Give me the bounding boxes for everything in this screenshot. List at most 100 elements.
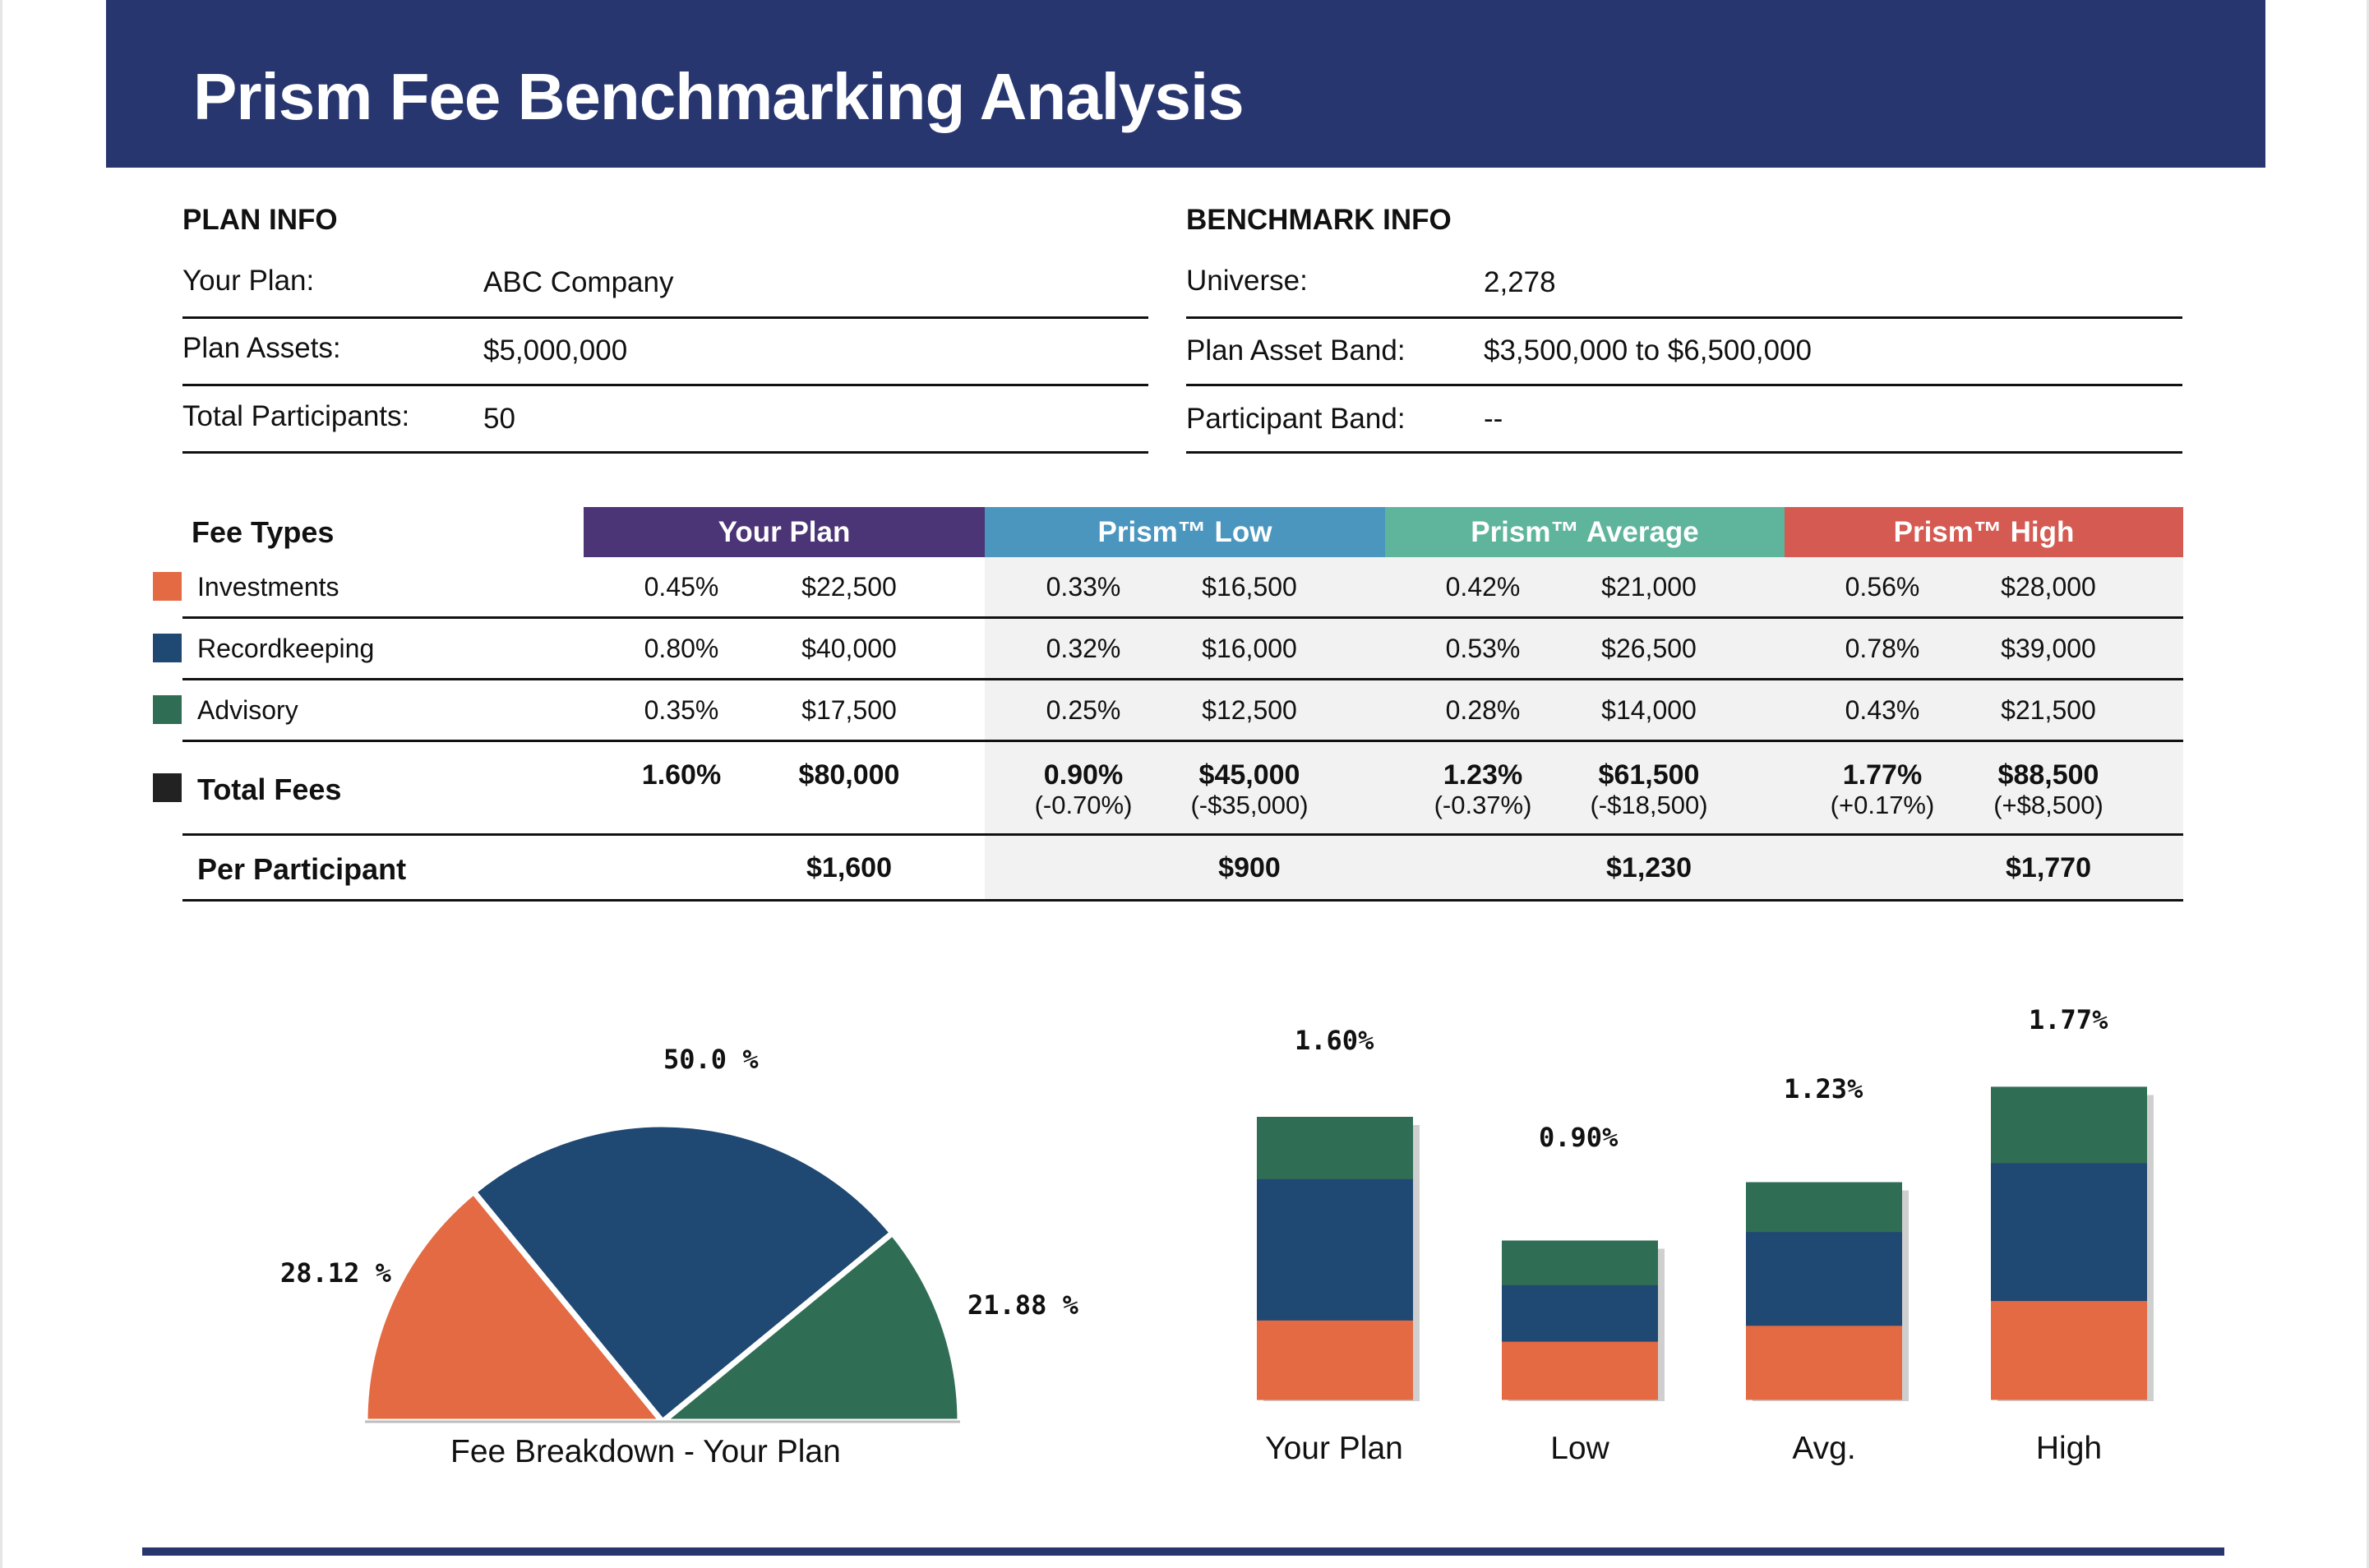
plan-name-label: Your Plan: — [182, 265, 315, 297]
total-high-amt: $88,500 — [1997, 759, 2099, 791]
table-row-divider — [182, 616, 2183, 619]
participant-band-value: -- — [1484, 403, 1503, 435]
pie-slice-recordkeeping — [470, 1121, 896, 1425]
table-row-divider — [182, 833, 2183, 836]
pie-chart-caption: Fee Breakdown - Your Plan — [450, 1434, 841, 1469]
total-high-amt-diff: (+$8,500) — [1993, 791, 2103, 819]
page-edge-right — [2367, 0, 2369, 1568]
investments-your-plan-amt: $22,500 — [801, 572, 897, 602]
bar-low-recordkeeping — [1502, 1284, 1658, 1342]
total-your-plan-amt: $80,000 — [798, 759, 900, 791]
investments-low-amt: $16,500 — [1202, 572, 1297, 602]
plan-info-divider — [182, 451, 1148, 454]
recordkeeping-high-pct: 0.78% — [1845, 634, 1920, 663]
column-header-your-plan: Your Plan — [584, 507, 985, 557]
plan-assets-value: $5,000,000 — [483, 334, 628, 367]
plan-assets-label: Plan Assets: — [182, 332, 341, 364]
recordkeeping-low-pct: 0.32% — [1046, 634, 1121, 663]
bar-high-investments — [1991, 1300, 2147, 1400]
advisory-low-amt: $12,500 — [1202, 695, 1297, 725]
participant-band-label: Participant Band: — [1186, 403, 1406, 435]
bar-category-high: High — [2035, 1431, 2103, 1466]
recordkeeping-your-plan-amt: $40,000 — [801, 634, 897, 663]
recordkeeping-low-amt: $16,000 — [1202, 634, 1297, 663]
recordkeeping-swatch — [153, 634, 182, 662]
bar-total-label-high: 1.77% — [2029, 1004, 2108, 1035]
bar-your-plan-investments — [1257, 1320, 1413, 1400]
bar-low-investments — [1502, 1341, 1658, 1400]
bar-avg-investments — [1746, 1325, 1902, 1400]
plan-info-divider — [182, 316, 1148, 319]
pie-slice-advisory — [659, 1229, 963, 1425]
participants-value: 50 — [483, 403, 515, 435]
fee-types-heading: Fee Types — [192, 515, 335, 549]
investments-avg-pct: 0.42% — [1445, 572, 1521, 602]
investments-low-pct: 0.33% — [1046, 572, 1121, 602]
footer-rule — [142, 1547, 2224, 1556]
benchmark-columns-shading — [985, 557, 2183, 901]
advisory-high-amt: $21,500 — [2001, 695, 2096, 725]
universe-label: Universe: — [1186, 265, 1308, 297]
column-header-prism-average: Prism™ Average — [1385, 507, 1785, 557]
pie-label-investments: 28.12 % — [280, 1257, 391, 1289]
advisory-high-pct: 0.43% — [1845, 695, 1920, 725]
total-your-plan-pct: 1.60% — [641, 759, 722, 791]
total-fees-swatch — [153, 773, 182, 802]
pie-label-advisory: 21.88 % — [967, 1289, 1078, 1321]
bar-high-advisory — [1991, 1086, 2147, 1164]
asset-band-value: $3,500,000 to $6,500,000 — [1484, 334, 1812, 367]
recordkeeping-your-plan-pct: 0.80% — [644, 634, 719, 663]
advisory-avg-amt: $14,000 — [1601, 695, 1697, 725]
header-banner: Prism Fee Benchmarking Analysis — [106, 0, 2265, 168]
bar-total-label-avg: 1.23% — [1784, 1073, 1863, 1105]
investments-avg-amt: $21,000 — [1601, 572, 1697, 602]
plan-info-heading: PLAN INFO — [182, 204, 338, 236]
advisory-your-plan-pct: 0.35% — [644, 695, 719, 725]
per-participant-avg: $1,230 — [1606, 852, 1692, 883]
bar-low-advisory — [1502, 1240, 1658, 1285]
bar-avg-recordkeeping — [1746, 1231, 1902, 1326]
total-low-amt-diff: (-$35,000) — [1190, 791, 1309, 819]
page-title: Prism Fee Benchmarking Analysis — [193, 60, 1245, 133]
per-participant-your-plan: $1,600 — [806, 852, 892, 883]
page-edge-left — [0, 0, 2, 1568]
total-avg-pct-diff: (-0.37%) — [1434, 791, 1532, 819]
asset-band-label: Plan Asset Band: — [1186, 334, 1406, 367]
per-participant-high: $1,770 — [2006, 852, 2091, 883]
advisory-avg-pct: 0.28% — [1445, 695, 1521, 725]
investments-your-plan-pct: 0.45% — [644, 572, 719, 602]
participants-label: Total Participants: — [182, 400, 410, 432]
pie-slice-investments — [362, 1188, 666, 1425]
benchmark-info-divider — [1186, 384, 2182, 386]
recordkeeping-high-amt: $39,000 — [2001, 634, 2096, 663]
bar-category-avg: Avg. — [1792, 1431, 1856, 1466]
plan-info-divider — [182, 384, 1148, 386]
bar-your-plan-recordkeeping — [1257, 1178, 1413, 1321]
bar-total-label-low: 0.90% — [1539, 1122, 1619, 1153]
table-row-divider — [182, 678, 2183, 680]
total-avg-amt-diff: (-$18,500) — [1590, 791, 1708, 819]
row-label-total-fees: Total Fees — [197, 772, 342, 806]
row-label-recordkeeping: Recordkeeping — [197, 634, 375, 663]
investments-high-amt: $28,000 — [2001, 572, 2096, 602]
investments-swatch — [153, 572, 182, 601]
column-header-prism-low: Prism™ Low — [985, 507, 1385, 557]
per-participant-low: $900 — [1218, 852, 1281, 883]
row-label-per-participant: Per Participant — [197, 852, 407, 886]
row-label-investments: Investments — [197, 572, 339, 602]
pie-label-recordkeeping: 50.0 % — [663, 1044, 759, 1075]
advisory-swatch — [153, 695, 182, 724]
column-header-prism-high: Prism™ High — [1785, 507, 2183, 557]
total-avg-amt: $61,500 — [1598, 759, 1700, 791]
bar-category-low: Low — [1550, 1431, 1609, 1466]
recordkeeping-avg-pct: 0.53% — [1445, 634, 1521, 663]
plan-name-value: ABC Company — [483, 266, 674, 298]
table-bottom-rule — [182, 899, 2183, 902]
benchmark-info-divider — [1186, 316, 2182, 319]
total-low-amt: $45,000 — [1198, 759, 1300, 791]
total-avg-pct: 1.23% — [1443, 759, 1523, 791]
benchmark-info-divider — [1186, 451, 2182, 454]
